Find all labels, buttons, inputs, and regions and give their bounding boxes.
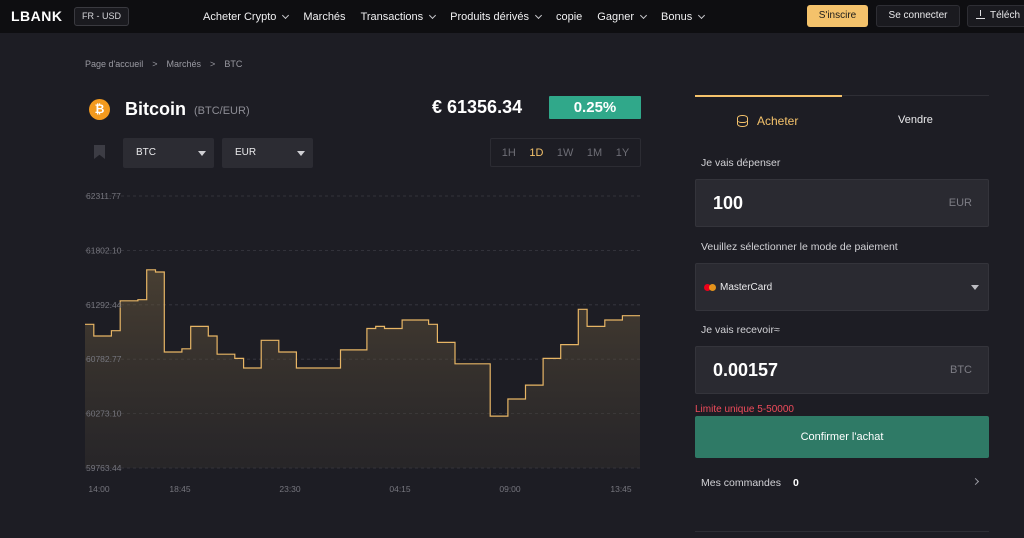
receive-label: Je vais recevoir≈ <box>701 324 780 336</box>
receive-currency: BTC <box>950 364 972 376</box>
spend-label: Je vais dépenser <box>701 157 781 169</box>
x-tick-label: 18:45 <box>169 484 191 494</box>
nav-transactions[interactable]: Transactions <box>361 11 437 23</box>
download-icon <box>976 10 985 19</box>
x-tick-label: 04:15 <box>389 484 411 494</box>
x-tick-label: 23:30 <box>279 484 301 494</box>
y-tick-label: 62311.77 <box>86 191 121 201</box>
spend-amount-value[interactable]: 100 <box>713 193 744 213</box>
crypto-select[interactable]: BTC <box>123 138 214 168</box>
payment-method-value: MasterCard <box>720 282 773 293</box>
receive-amount-field[interactable]: 0.00157 BTC <box>695 346 989 394</box>
spend-currency: EUR <box>948 197 972 209</box>
y-tick-label: 60273.10 <box>86 409 122 419</box>
chevron-right-icon[interactable] <box>971 477 980 486</box>
price-chart[interactable]: 62311.77 61802.10 61292.44 60782.77 60273.10… <box>85 186 640 496</box>
breadcrumb-current: BTC <box>224 59 243 69</box>
top-navigation-bar: LBANK FR - USD Acheter Crypto Marchés Tr… <box>0 0 1024 33</box>
active-tab-indicator <box>695 95 842 97</box>
nav-buy-crypto[interactable]: Acheter Crypto <box>203 11 290 23</box>
breadcrumb-home[interactable]: Page d'accueil <box>85 59 144 69</box>
fiat-select[interactable]: EUR <box>222 138 313 168</box>
y-tick-label: 60782.77 <box>86 354 122 364</box>
nav-copy[interactable]: copie <box>556 10 583 23</box>
breadcrumb-separator: > <box>210 59 216 69</box>
locale-currency-selector[interactable]: FR - USD <box>74 7 129 26</box>
trade-tabs: Acheter Vendre <box>695 95 989 145</box>
confirm-purchase-button[interactable]: Confirmer l'achat <box>695 416 989 458</box>
price-line <box>85 269 640 417</box>
breadcrumb-separator: > <box>152 59 158 69</box>
timeframe-selector: 1H 1D 1W 1M 1Y <box>490 138 641 167</box>
breadcrumb-markets[interactable]: Marchés <box>166 59 202 69</box>
timeframe-1h[interactable]: 1H <box>501 146 516 159</box>
nav-derivatives[interactable]: Produits dérivés <box>450 11 543 23</box>
x-tick-label: 13:45 <box>610 484 632 494</box>
nav-markets[interactable]: Marchés <box>303 10 346 23</box>
payment-method-select[interactable]: MasterCard <box>695 263 989 311</box>
y-tick-label: 61292.44 <box>86 300 122 310</box>
bitcoin-icon: ₿ <box>89 99 110 120</box>
receive-amount-value: 0.00157 <box>713 360 779 380</box>
limit-warning: Limite unique 5-50000 <box>695 404 794 415</box>
caret-down-icon <box>297 151 305 156</box>
payment-method-label: Veuillez sélectionner le mode de paiemen… <box>701 241 898 253</box>
price-area-fill <box>85 269 640 468</box>
y-tick-label: 59763.44 <box>86 463 122 473</box>
nav-bonus[interactable]: Bonus <box>661 11 706 23</box>
my-orders-link[interactable]: Mes commandes <box>701 477 781 489</box>
breadcrumb: Page d'accueil > Marchés > BTC <box>85 59 242 69</box>
timeframe-1w[interactable]: 1W <box>556 146 574 159</box>
nav-earn[interactable]: Gagner <box>597 11 648 23</box>
download-button[interactable]: Téléch <box>967 5 1024 27</box>
y-tick-label: 61802.10 <box>86 245 122 255</box>
timeframe-1m[interactable]: 1M <box>586 146 603 159</box>
tab-buy[interactable]: Acheter <box>737 114 798 128</box>
timeframe-1d[interactable]: 1D <box>529 146 544 159</box>
chevron-down-icon <box>534 11 543 19</box>
timeframe-1y[interactable]: 1Y <box>615 146 630 159</box>
chevron-down-icon <box>639 11 648 19</box>
main-nav: Acheter Crypto Marchés Transactions Prod… <box>203 0 706 33</box>
caret-down-icon <box>971 285 979 290</box>
chevron-down-icon <box>282 11 290 19</box>
chevron-down-icon <box>698 11 706 19</box>
coin-name: Bitcoin <box>125 99 186 119</box>
x-tick-label: 09:00 <box>499 484 521 494</box>
divider <box>695 531 989 532</box>
caret-down-icon <box>198 151 206 156</box>
current-price: € 61356.34 <box>432 97 523 117</box>
coins-icon <box>737 115 748 127</box>
bookmark-icon[interactable] <box>94 145 105 159</box>
mastercard-icon <box>704 283 717 292</box>
x-tick-label: 14:00 <box>88 484 110 494</box>
orders-count: 0 <box>793 477 799 489</box>
login-button[interactable]: Se connecter <box>876 5 960 27</box>
price-change-badge: 0.25% <box>549 96 641 119</box>
coin-pair: (BTC/EUR) <box>194 105 250 117</box>
tab-sell[interactable]: Vendre <box>898 114 933 126</box>
lbank-logo[interactable]: LBANK <box>11 8 63 24</box>
chevron-down-icon <box>429 11 437 19</box>
signup-button[interactable]: S'inscire <box>807 5 868 27</box>
spend-amount-field[interactable]: 100 EUR <box>695 179 989 227</box>
